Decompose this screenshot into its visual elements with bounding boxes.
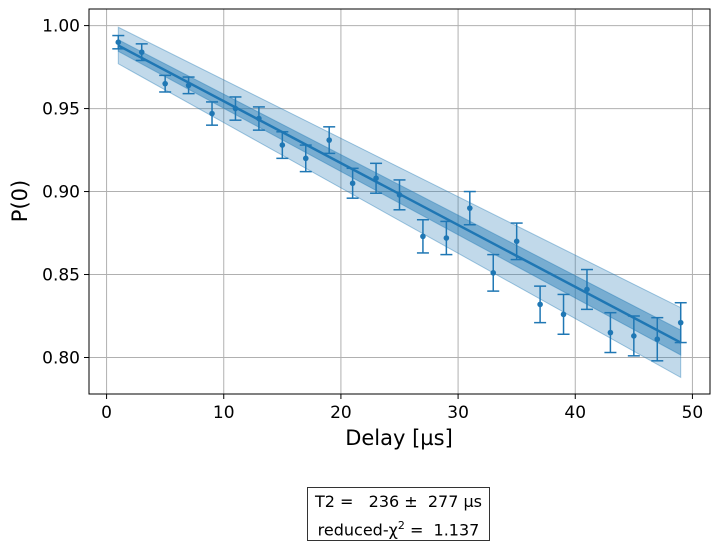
- y-tick-label: 1.00: [42, 17, 80, 37]
- error-bars: [112, 34, 687, 362]
- data-point: [420, 233, 426, 240]
- data-point: [654, 336, 661, 343]
- reduced-chi2-text: reduced-χ2 = 1.137: [308, 514, 489, 542]
- fit-result-box: T2 = 236 ± 277 µs reduced-χ2 = 1.137: [307, 487, 490, 541]
- x-tick-label: 40: [564, 403, 586, 423]
- data-point: [326, 137, 332, 143]
- data-point: [279, 142, 286, 148]
- x-tick-label: 0: [101, 403, 112, 423]
- data-points: [115, 39, 684, 343]
- reduced-chi2-label: reduced-χ: [317, 520, 398, 540]
- y-tick-label: 0.95: [42, 100, 80, 120]
- data-point: [467, 205, 473, 211]
- reduced-chi2-value: = 1.137: [404, 520, 480, 540]
- x-tick-label: 20: [330, 403, 352, 423]
- data-point: [584, 286, 590, 293]
- x-ticks: 0 10 20 30 40 50: [101, 394, 703, 423]
- x-axis-label: Delay [µs]: [345, 426, 453, 450]
- data-point: [607, 329, 614, 336]
- data-point: [209, 110, 215, 117]
- data-point: [232, 105, 239, 112]
- data-point: [302, 155, 309, 162]
- data-point: [373, 175, 379, 182]
- y-tick-label: 0.80: [42, 348, 80, 368]
- x-tick-label: 10: [213, 403, 235, 423]
- chart: 0 10 20 30 40 50 0.80 0.85 0.90 0.95 1.00 Delay […: [8, 8, 711, 450]
- data-point: [490, 270, 497, 276]
- data-point: [396, 192, 403, 198]
- y-axis-label: P(0): [8, 180, 32, 222]
- y-tick-label: 0.85: [42, 266, 80, 286]
- data-point: [631, 333, 637, 339]
- data-point: [560, 311, 567, 318]
- plot-frame: [88, 8, 711, 395]
- y-tick-label: 0.90: [42, 183, 80, 203]
- x-tick-label: 50: [682, 403, 704, 423]
- grid: [89, 9, 710, 394]
- data-point: [677, 319, 684, 326]
- y-ticks: 0.80 0.85 0.90 0.95 1.00: [42, 17, 89, 368]
- chi2-exponent: 2: [397, 519, 405, 532]
- data-point: [162, 80, 168, 87]
- data-point: [443, 235, 450, 241]
- data-point: [256, 115, 262, 122]
- x-tick-label: 30: [447, 403, 469, 423]
- data-point: [185, 82, 192, 89]
- data-point: [513, 238, 520, 245]
- data-point: [349, 180, 356, 187]
- data-point: [537, 301, 543, 308]
- data-point: [138, 49, 145, 55]
- data-point: [115, 39, 122, 45]
- t2-result-text: T2 = 236 ± 277 µs: [314, 492, 483, 511]
